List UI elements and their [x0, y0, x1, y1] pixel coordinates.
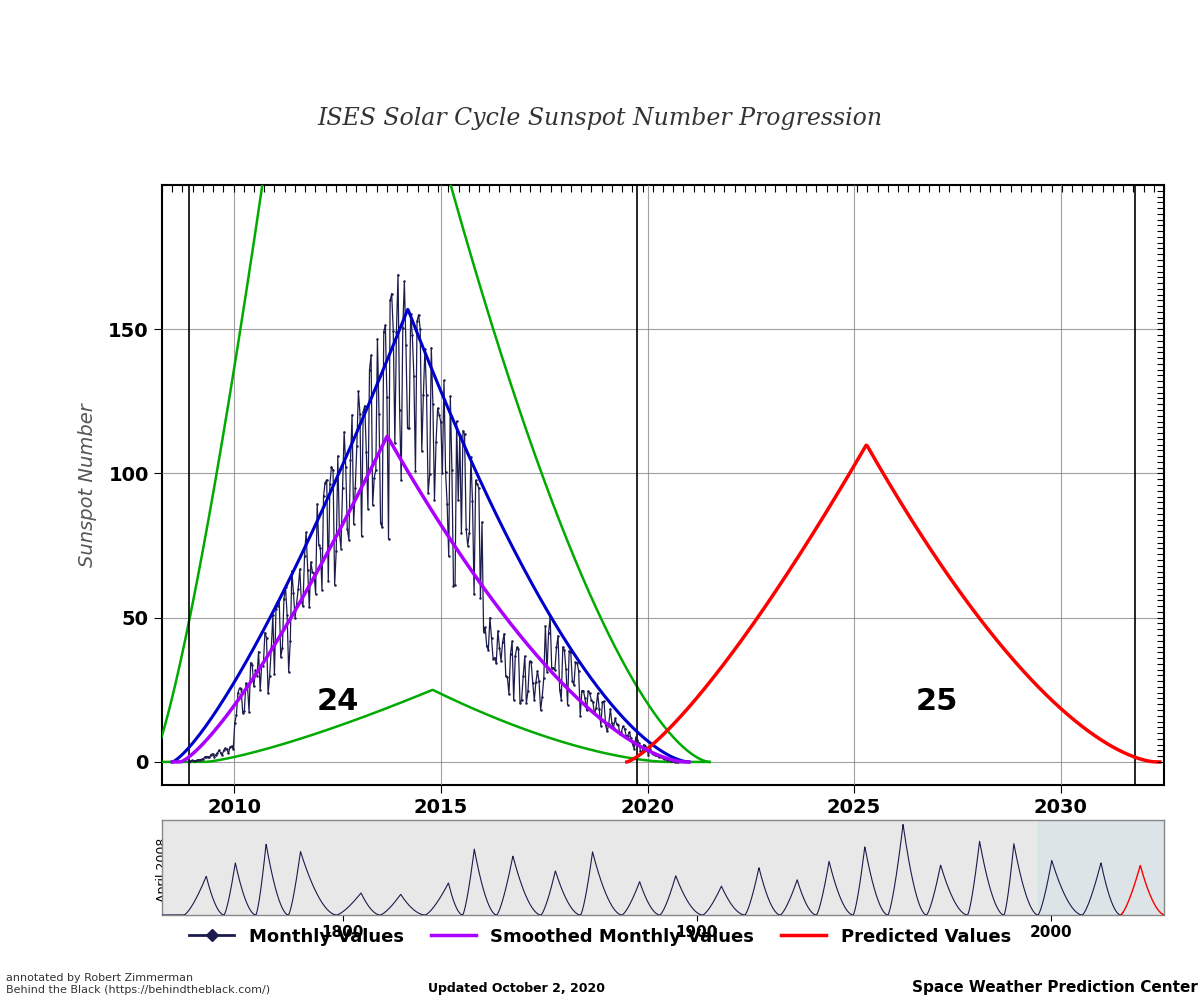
X-axis label: Universal Time: Universal Time — [590, 894, 736, 913]
Text: April 2008: April 2008 — [156, 838, 168, 902]
Legend: Monthly Values, Smoothed Monthly Values, Predicted Values: Monthly Values, Smoothed Monthly Values,… — [181, 921, 1019, 953]
Text: May 2032: May 2032 — [1153, 838, 1166, 899]
Text: 24: 24 — [317, 687, 359, 716]
Text: Space Weather Prediction Center: Space Weather Prediction Center — [912, 980, 1198, 995]
Text: annotated by Robert Zimmerman
Behind the Black (https://behindtheblack.com/): annotated by Robert Zimmerman Behind the… — [6, 973, 270, 995]
Text: 25: 25 — [916, 687, 958, 716]
Y-axis label: Sunspot Number: Sunspot Number — [78, 403, 97, 567]
Text: Updated October 2, 2020: Updated October 2, 2020 — [427, 982, 605, 995]
Bar — [1038, 820, 1164, 915]
Text: ISES Solar Cycle Sunspot Number Progression: ISES Solar Cycle Sunspot Number Progress… — [318, 107, 882, 130]
